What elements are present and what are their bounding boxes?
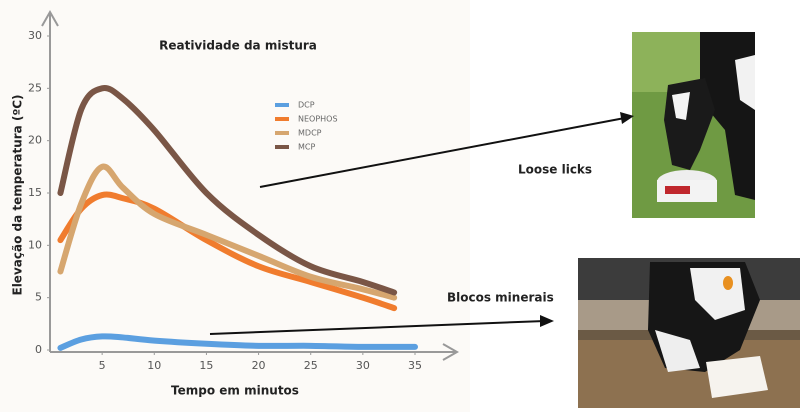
- series-line: [57, 85, 398, 296]
- legend-swatch: [275, 117, 289, 121]
- x-tick-label: 30: [356, 359, 370, 372]
- y-tick-label: 25: [28, 81, 42, 94]
- annotation: Loose licks: [518, 163, 592, 177]
- photo-loose-licks: [632, 32, 755, 218]
- y-tick-label: 30: [28, 29, 42, 42]
- x-tick-label: 35: [408, 359, 422, 372]
- x-tick-label: 25: [304, 359, 318, 372]
- photo-blocos-minerais: [578, 258, 800, 408]
- y-axis-label: Elevação da temperatura (ºC): [11, 94, 25, 295]
- plot: 0 5 10 15 20 25 30 5 10 15 20 25 30 35 DCP NEOPHOS MDCP M…: [28, 29, 422, 372]
- legend-swatch: [275, 145, 289, 149]
- legend-label: DCP: [298, 101, 315, 110]
- x-axis-label: Tempo em minutos: [171, 384, 299, 398]
- series-line: [57, 163, 398, 301]
- legend-label: MCP: [298, 143, 315, 152]
- y-tick-label: 0: [35, 343, 42, 356]
- legend-label: NEOPHOS: [298, 115, 338, 124]
- x-tick-label: 5: [99, 359, 106, 372]
- chart-title: Reatividade da mistura: [159, 39, 317, 53]
- annotation: Blocos minerais: [447, 291, 554, 305]
- annotation-arrow: [259, 116, 631, 188]
- x-tick-label: 20: [252, 359, 266, 372]
- x-tick-label: 10: [147, 359, 161, 372]
- legend-swatch: [275, 131, 289, 135]
- chart-background: [0, 0, 470, 412]
- y-tick-label: 15: [28, 186, 42, 199]
- x-axis-arrow: [442, 343, 460, 361]
- y-tick-label: 10: [28, 238, 42, 251]
- y-tick-label: 5: [35, 291, 42, 304]
- y-axis-arrow: [41, 9, 59, 27]
- annotation-arrow: [209, 320, 546, 335]
- x-tick-label: 15: [199, 359, 213, 372]
- series-line: [57, 333, 418, 351]
- annotation-arrowhead: [620, 112, 634, 124]
- legend-label: MDCP: [298, 129, 322, 138]
- y-tick-label: 20: [28, 134, 42, 147]
- legend-swatch: [275, 103, 289, 107]
- annotation-arrowhead: [540, 315, 554, 327]
